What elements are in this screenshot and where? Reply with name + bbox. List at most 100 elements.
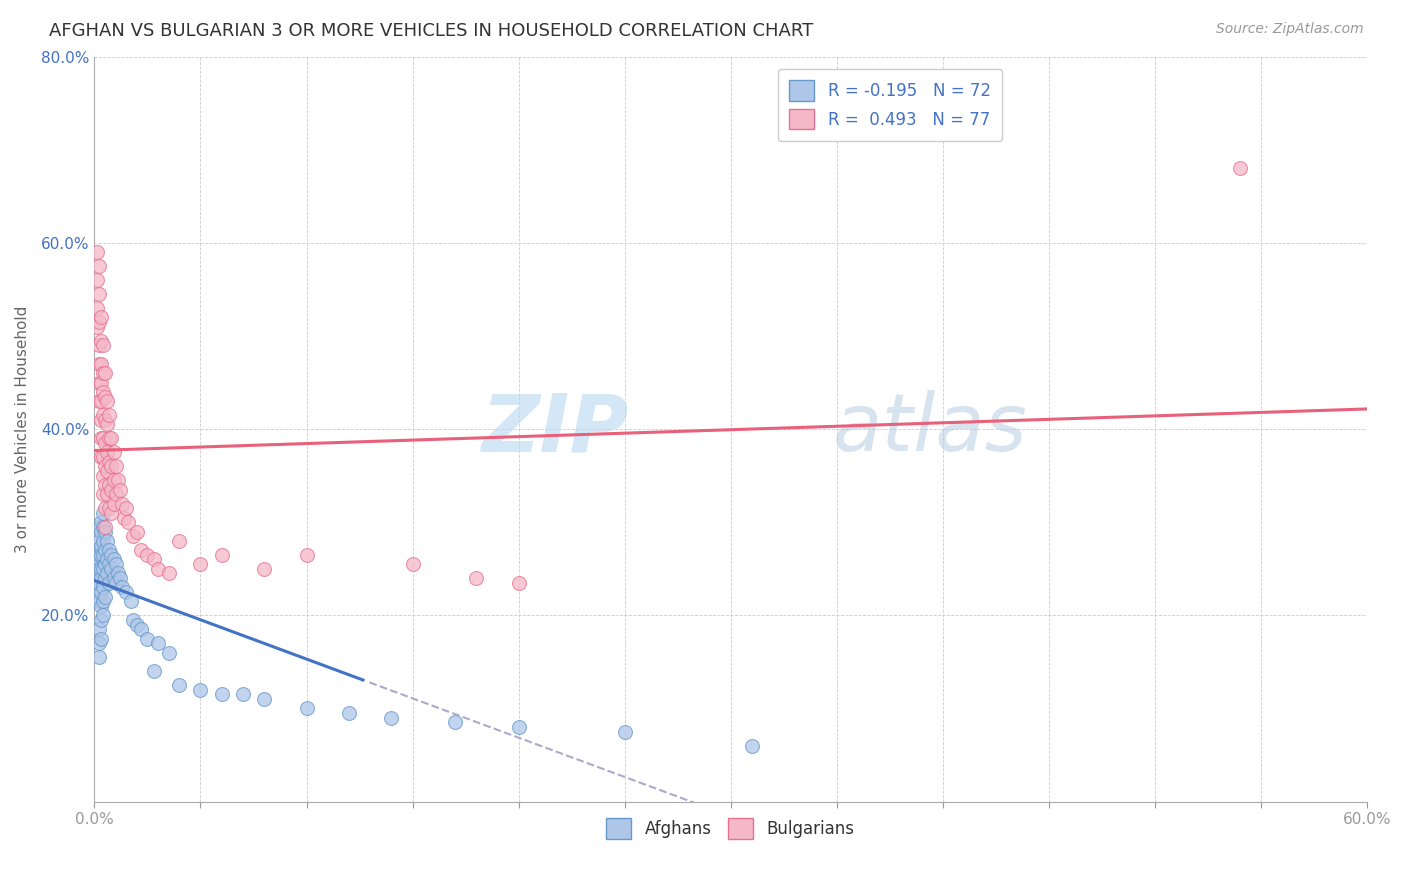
Point [90,562,112,576]
Point [444,715,467,730]
Point [90,310,112,325]
Point [253,562,276,576]
Point [91,608,114,623]
Point [104,459,127,474]
Point [90,432,112,446]
Point [112,510,135,524]
Text: ZIP: ZIP [481,390,628,468]
Point [508,575,530,590]
Point [86,319,108,334]
Point [87,287,110,301]
Point [87,394,110,409]
Legend: Afghans, Bulgarians: Afghans, Bulgarians [600,812,862,846]
Point [103,445,125,459]
Point [90,334,112,348]
Point [115,501,138,516]
Point [1229,161,1251,176]
Point [87,623,110,637]
Point [103,497,125,511]
Y-axis label: 3 or more Vehicles in Household: 3 or more Vehicles in Household [15,305,30,553]
Point [120,594,142,608]
Point [380,711,402,725]
Point [87,533,110,548]
Point [96,464,118,478]
Point [91,450,114,464]
Point [90,613,112,627]
Point [96,552,118,566]
Point [115,585,138,599]
Point [94,520,117,534]
Point [91,384,114,399]
Point [90,599,112,613]
Point [87,376,110,390]
Point [90,524,112,539]
Point [103,473,125,487]
Point [98,557,121,571]
Point [98,432,121,446]
Point [129,623,152,637]
Point [508,720,530,734]
Point [91,487,114,501]
Point [157,646,180,660]
Point [142,552,165,566]
Point [91,408,114,422]
Point [94,478,117,492]
Point [86,273,108,287]
Point [98,501,121,516]
Point [253,692,276,706]
Text: atlas: atlas [832,390,1028,468]
Point [94,413,117,427]
Point [103,571,125,585]
Point [142,664,165,678]
Point [87,636,110,650]
Point [90,539,112,553]
Point [125,524,148,539]
Point [91,581,114,595]
Point [87,520,110,534]
Point [613,724,636,739]
Text: Source: ZipAtlas.com: Source: ZipAtlas.com [1216,22,1364,37]
Point [125,617,148,632]
Point [86,543,108,558]
Point [98,478,121,492]
Point [91,562,114,576]
Point [107,566,129,581]
Point [87,338,110,352]
Point [100,459,122,474]
Point [94,501,117,516]
Point [87,575,110,590]
Point [108,571,131,585]
Point [169,533,191,548]
Point [146,562,169,576]
Point [190,557,212,571]
Point [295,548,318,562]
Point [94,557,117,571]
Point [157,566,180,581]
Point [98,408,121,422]
Point [100,548,122,562]
Point [90,632,112,646]
Point [91,506,114,520]
Point [96,533,118,548]
Point [94,571,117,585]
Point [91,432,114,446]
Point [91,468,114,483]
Point [91,533,114,548]
Point [90,450,112,464]
Point [401,557,423,571]
Point [232,688,254,702]
Point [87,562,110,576]
Point [100,483,122,497]
Point [100,562,122,576]
Point [87,259,110,273]
Point [90,548,112,562]
Point [90,394,112,409]
Point [87,315,110,329]
Point [211,548,233,562]
Point [94,590,117,604]
Point [108,483,131,497]
Point [86,301,108,315]
Point [465,571,488,585]
Point [90,571,112,585]
Point [90,585,112,599]
